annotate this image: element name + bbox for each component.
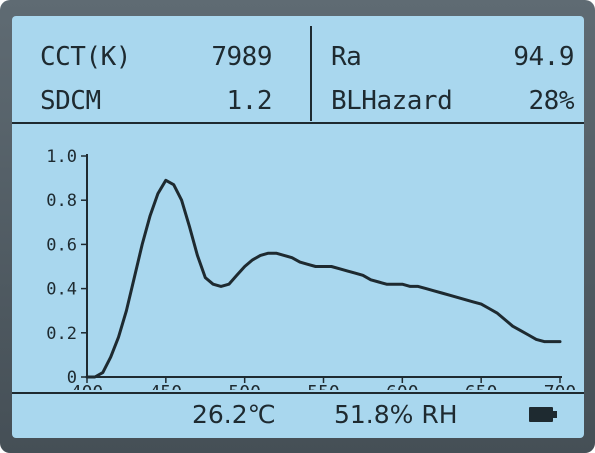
lcd-screen: CCT(K) 7989 Ra 94.9 SDCM 1.2 BLHazard 28… — [12, 16, 584, 438]
sdcm-label: SDCM — [40, 86, 101, 116]
sdcm-value: 1.2 — [226, 86, 273, 116]
ra-value: 94.9 — [513, 42, 574, 72]
x-tick-label: 400 — [71, 382, 104, 390]
divider-chart-status — [12, 392, 584, 394]
x-tick-label: 500 — [228, 382, 261, 390]
battery-tip — [553, 411, 557, 418]
humidity-reading: 51.8% RH — [334, 400, 458, 429]
y-tick-label: 0 — [67, 368, 77, 388]
y-tick-label: 0.6 — [46, 235, 77, 255]
x-tick-label: 550 — [307, 382, 340, 390]
spectrum-chart: 0 0.2 0.4 0.6 0.8 1.0 400 450 500 550 600 650 700 — [46, 147, 577, 390]
divider-readings-chart — [12, 122, 584, 124]
spectrum-line — [85, 178, 562, 379]
cct-value: 7989 — [211, 42, 272, 72]
blhazard-value: 28% — [528, 86, 575, 116]
x-tick-label: 650 — [465, 382, 498, 390]
y-tick-label: 0.8 — [46, 191, 77, 211]
readings-column-divider — [310, 26, 312, 121]
y-tick-label: 0.4 — [46, 280, 77, 300]
blhazard-label: BLHazard — [331, 86, 453, 116]
y-tick-label: 0.2 — [46, 324, 77, 344]
x-tick-label: 450 — [150, 382, 183, 390]
cct-label: CCT(K) — [40, 42, 131, 72]
x-tick-label: 600 — [386, 382, 419, 390]
temperature-reading: 26.2℃ — [192, 400, 276, 429]
battery-icon — [529, 407, 553, 422]
y-tick-label: 1.0 — [46, 147, 77, 167]
ra-label: Ra — [331, 42, 362, 72]
x-tick-label: 700 — [544, 382, 577, 390]
